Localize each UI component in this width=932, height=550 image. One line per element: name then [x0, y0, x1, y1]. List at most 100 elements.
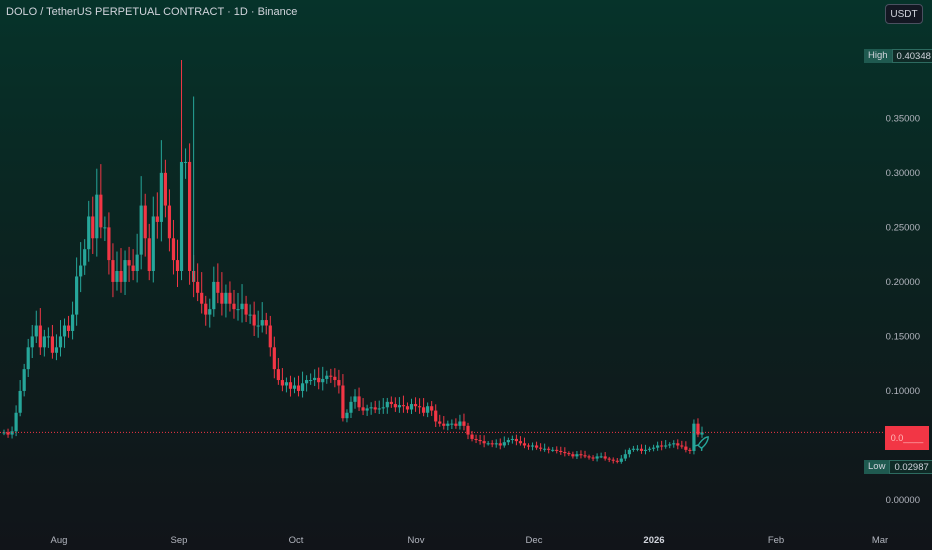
candle-body: [575, 454, 579, 457]
y-tick-label: 0.35000: [886, 113, 920, 124]
candle-body: [696, 423, 700, 435]
candle-body: [660, 445, 664, 447]
x-tick-label: Oct: [289, 535, 304, 546]
currency-button[interactable]: USDT: [885, 4, 923, 24]
candle-body: [175, 260, 180, 271]
candle-body: [179, 161, 184, 271]
candle-body: [684, 446, 688, 450]
current-price-tag: 0.0____: [885, 426, 929, 450]
candle-body: [361, 407, 365, 411]
candle-body: [353, 396, 357, 402]
candle-body: [167, 205, 172, 239]
candle-body: [300, 383, 305, 391]
candle-body: [615, 460, 619, 462]
candle-body: [151, 216, 155, 271]
candle-body: [393, 404, 397, 408]
candle-body: [333, 376, 337, 381]
high-key: High: [864, 49, 892, 63]
candle-body: [22, 369, 26, 391]
x-tick-label: Dec: [526, 535, 543, 546]
high-label: High 0.40348: [864, 49, 932, 63]
candle-body: [131, 265, 135, 271]
candle-body: [454, 423, 458, 426]
x-tick-label: Nov: [408, 535, 425, 546]
y-tick-label: 0.10000: [886, 386, 920, 397]
candle-body: [79, 265, 83, 277]
candle-body: [99, 194, 103, 228]
candle-body: [559, 450, 563, 453]
candle-body: [502, 442, 506, 446]
candle-body: [111, 260, 115, 282]
candle-body: [95, 194, 99, 239]
candle-body: [413, 404, 418, 407]
candle-body: [143, 205, 147, 239]
x-tick-label: 2026: [643, 535, 664, 546]
candle-body: [18, 390, 22, 413]
candle-body: [337, 380, 341, 386]
candle-body: [115, 270, 119, 282]
candle-body: [75, 276, 79, 315]
candle-body: [208, 309, 212, 315]
candle-body: [224, 292, 228, 304]
y-tick-label: 0.25000: [886, 222, 920, 233]
candle-body: [159, 172, 163, 222]
candle-body: [466, 425, 470, 435]
candle-body: [409, 404, 414, 410]
candle-body: [10, 431, 14, 435]
candle-body: [341, 385, 345, 419]
candle-body: [187, 161, 192, 271]
candle-body: [200, 292, 204, 304]
candle-body: [220, 292, 224, 304]
candle-body: [38, 325, 42, 348]
candle-body: [50, 336, 55, 353]
candle-body: [70, 314, 75, 331]
candle-body: [522, 443, 527, 446]
candle-body: [587, 456, 591, 458]
candle-body: [369, 407, 373, 409]
candle-body: [470, 434, 474, 439]
candle-body: [434, 410, 438, 422]
candle-body: [183, 161, 188, 163]
candle-body: [30, 336, 34, 348]
y-tick-label: 0.30000: [886, 168, 920, 179]
candle-body: [563, 452, 567, 454]
candle-body: [631, 448, 636, 450]
candle-body: [6, 432, 10, 435]
candle-body: [87, 216, 91, 250]
candle-body: [212, 281, 216, 310]
candle-body: [377, 408, 381, 410]
candle-body: [647, 448, 652, 450]
low-label: Low 0.02987: [864, 460, 932, 474]
candle-body: [34, 325, 38, 337]
chart-title: DOLO / TetherUS PERPETUAL CONTRACT · 1D …: [6, 6, 298, 18]
rocket-icon[interactable]: [695, 434, 711, 452]
candle-body: [543, 448, 547, 450]
x-axis: Aug Sep Oct Nov Dec 2026 Feb Mar: [51, 535, 889, 546]
candle-body: [534, 445, 539, 448]
candle-body: [438, 421, 442, 424]
candle-body: [381, 407, 385, 409]
candle-body: [401, 405, 406, 407]
candle-body: [373, 407, 377, 410]
candle-body: [567, 453, 571, 455]
candle-body: [510, 438, 514, 441]
candle-body: [163, 172, 167, 206]
candle-body: [599, 456, 603, 458]
candle-body: [692, 423, 696, 451]
candle-body: [595, 456, 599, 459]
low-key: Low: [864, 460, 890, 474]
y-tick-label: 0.00000: [886, 495, 920, 506]
candle-body: [405, 406, 410, 410]
candle-body: [498, 443, 502, 446]
candle-body: [490, 443, 494, 445]
candle-body: [288, 382, 293, 389]
candle-body: [672, 443, 676, 445]
candle-body: [422, 407, 426, 413]
candle-body: [329, 375, 333, 377]
candle-body: [83, 249, 87, 266]
candle-body: [385, 401, 389, 408]
candle-body: [228, 292, 232, 304]
candle-body: [446, 423, 450, 426]
candle-body: [635, 448, 640, 450]
